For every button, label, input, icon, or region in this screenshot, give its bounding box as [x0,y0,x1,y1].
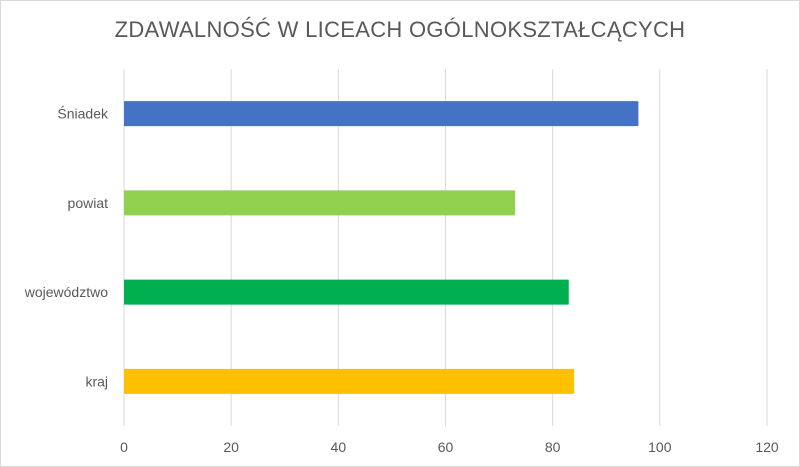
y-category-label: Śniadek [57,105,109,122]
x-tick-label: 100 [648,439,672,455]
chart-title: ZDAWALNOŚĆ W LICEACH OGÓLNOKSZTAŁCĄCYCH [114,17,686,42]
y-category-label: województwo [24,284,108,300]
x-tick-label: 80 [545,439,561,455]
x-tick-label: 0 [120,439,128,455]
x-tick-label: 40 [331,439,347,455]
bar-0 [124,368,575,394]
y-category-label: powiat [68,195,109,211]
y-category-label: kraj [85,373,108,389]
bar-1 [124,279,569,305]
bar-2 [124,190,516,216]
bar-3 [124,101,639,127]
x-tick-label: 20 [223,439,239,455]
x-tick-label: 120 [755,439,779,455]
x-tick-label: 60 [438,439,454,455]
